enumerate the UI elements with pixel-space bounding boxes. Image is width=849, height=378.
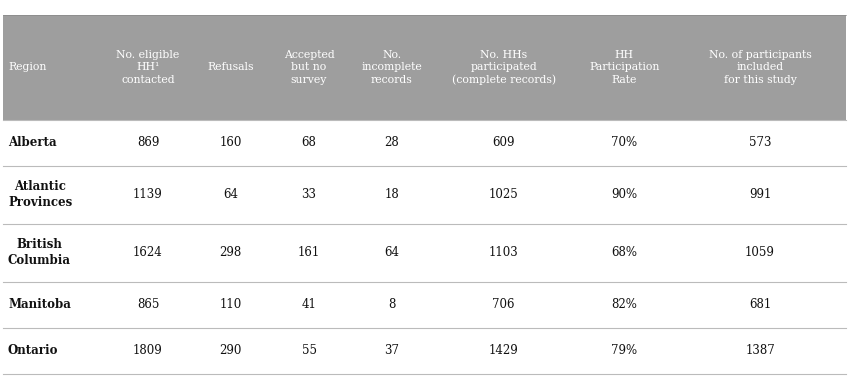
- Text: 1624: 1624: [133, 246, 163, 260]
- Text: No. HHs
participated
(complete records): No. HHs participated (complete records): [452, 50, 556, 85]
- Bar: [3, 166, 846, 224]
- Text: 573: 573: [749, 136, 771, 150]
- Text: Accepted
but no
survey: Accepted but no survey: [284, 50, 335, 85]
- Text: 64: 64: [223, 189, 238, 201]
- Text: No.
incomplete
records: No. incomplete records: [361, 50, 422, 85]
- Text: 8: 8: [388, 299, 396, 311]
- Text: Region: Region: [8, 62, 47, 73]
- Text: 79%: 79%: [611, 344, 638, 358]
- Text: 869: 869: [137, 136, 159, 150]
- Text: 298: 298: [220, 246, 242, 260]
- Text: 1809: 1809: [133, 344, 163, 358]
- Text: 1429: 1429: [489, 344, 519, 358]
- Text: 68: 68: [301, 136, 317, 150]
- Text: 68%: 68%: [611, 246, 638, 260]
- Text: No. eligible
HH¹
contacted: No. eligible HH¹ contacted: [116, 50, 180, 85]
- Text: Alberta: Alberta: [8, 136, 57, 150]
- Bar: [3, 120, 846, 166]
- Text: 110: 110: [220, 299, 242, 311]
- Bar: [3, 374, 846, 378]
- Text: 18: 18: [385, 189, 399, 201]
- Text: Ontario: Ontario: [8, 344, 59, 358]
- Text: Refusals: Refusals: [207, 62, 254, 73]
- Text: Manitoba: Manitoba: [8, 299, 70, 311]
- Text: Atlantic
Provinces: Atlantic Provinces: [8, 181, 72, 209]
- Bar: [3, 224, 846, 282]
- Text: 706: 706: [492, 299, 515, 311]
- Text: No. of participants
included
for this study: No. of participants included for this st…: [709, 50, 812, 85]
- Text: 55: 55: [301, 344, 317, 358]
- Text: 681: 681: [749, 299, 771, 311]
- Text: 865: 865: [137, 299, 159, 311]
- Text: 70%: 70%: [611, 136, 638, 150]
- Text: 41: 41: [301, 299, 317, 311]
- Text: 1103: 1103: [489, 246, 519, 260]
- Text: 82%: 82%: [611, 299, 638, 311]
- Text: 1139: 1139: [133, 189, 163, 201]
- Text: 64: 64: [384, 246, 399, 260]
- Text: 161: 161: [298, 246, 320, 260]
- Text: 1025: 1025: [489, 189, 519, 201]
- Bar: [3, 15, 846, 120]
- Text: 290: 290: [219, 344, 242, 358]
- Text: 28: 28: [385, 136, 399, 150]
- Text: HH
Participation
Rate: HH Participation Rate: [589, 50, 660, 85]
- Text: 609: 609: [492, 136, 515, 150]
- Text: 991: 991: [749, 189, 771, 201]
- Bar: [3, 282, 846, 328]
- Text: 33: 33: [301, 189, 317, 201]
- Bar: [3, 328, 846, 374]
- Text: British
Columbia: British Columbia: [8, 239, 71, 268]
- Text: 1059: 1059: [745, 246, 775, 260]
- Text: 37: 37: [384, 344, 399, 358]
- Text: 90%: 90%: [611, 189, 638, 201]
- Text: 1387: 1387: [745, 344, 775, 358]
- Text: 160: 160: [219, 136, 242, 150]
